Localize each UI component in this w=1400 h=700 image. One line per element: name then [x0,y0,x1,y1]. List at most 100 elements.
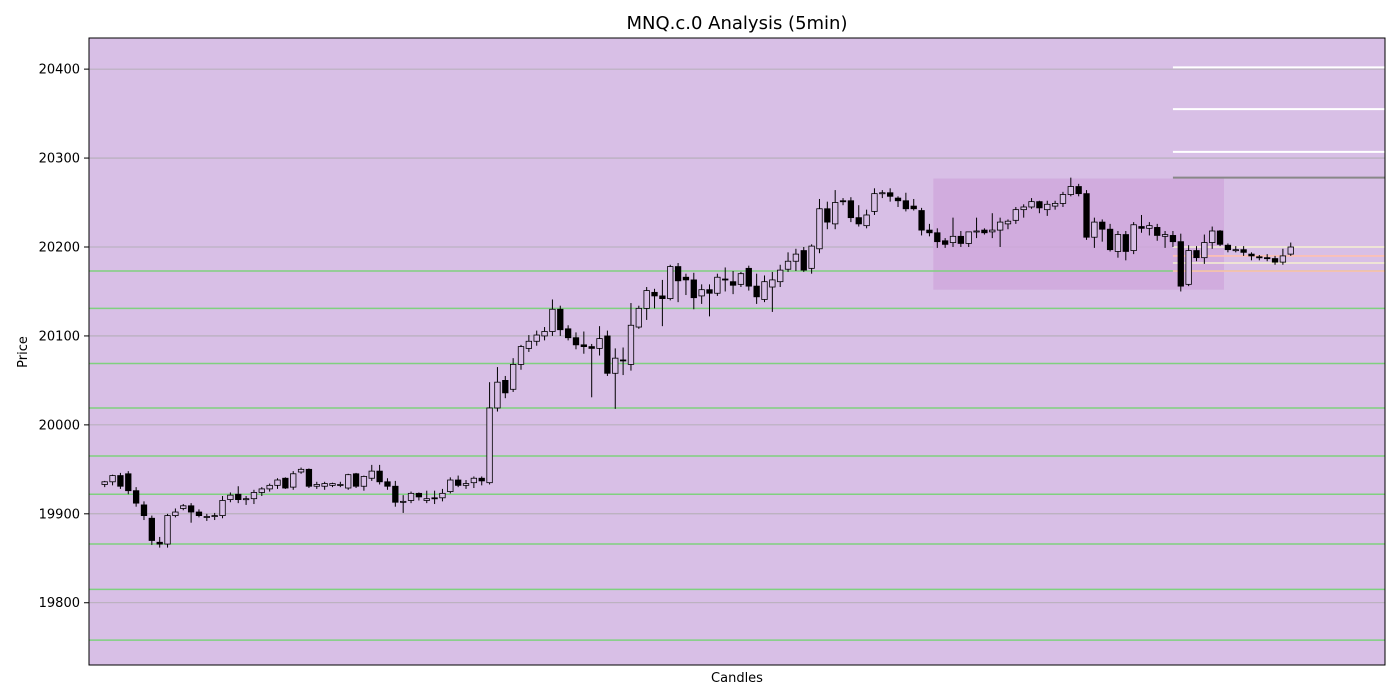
candle-body [1146,225,1153,229]
candle [1004,219,1012,230]
candle [777,264,784,288]
candle-body [777,269,784,283]
candle [832,190,839,230]
candle-body [455,479,462,486]
candle [1271,255,1279,265]
candle-body [926,229,933,234]
candle-body [517,346,525,365]
candle [667,264,674,301]
candle [1059,191,1067,207]
candle [894,196,902,207]
candle [1067,177,1074,197]
candle [1028,198,1035,209]
candle-body [258,488,265,493]
candle-body [345,474,352,489]
candle-body [1224,244,1232,251]
plot-content [89,66,1385,641]
candle [235,486,242,504]
y-tick-label: 20300 [39,152,80,167]
y-tick-label: 20100 [39,329,80,344]
candle [329,482,336,488]
candle [674,263,682,303]
candle [627,303,635,371]
candle-body [792,253,800,262]
candle-body [902,200,910,210]
candle [180,504,187,511]
candle-body [227,494,234,500]
candle [965,231,972,247]
candle-body [1216,230,1224,245]
candle-body [855,217,862,225]
candle-body [132,490,140,504]
candle-body [290,473,297,488]
candle [1091,217,1098,248]
candle-body [863,214,870,227]
candle [1193,246,1200,262]
candle [195,509,203,518]
candle-body [525,340,533,349]
candle-body [431,497,438,500]
candle-body [1036,201,1043,209]
candle [871,188,878,215]
candle [557,305,564,336]
candle [800,247,807,272]
candle-body [761,281,768,300]
candle [1146,222,1153,236]
candle-body [824,208,831,223]
candle [313,481,320,489]
candle [643,287,650,320]
candle-body [580,344,587,348]
candle-body [172,511,179,516]
candle-body [423,498,430,501]
candle-body [879,192,886,195]
candle [101,480,108,488]
candle-body [266,484,273,490]
chart-title: MNQ.c.0 Analysis (5min) [626,13,847,34]
candle-body [1240,249,1247,253]
candle [431,490,438,505]
candle-body [462,483,470,486]
candle-body [1051,203,1059,207]
candle [1161,230,1169,248]
candle [1216,230,1224,247]
candle [305,468,313,489]
candle [156,536,163,548]
candle-body [1154,227,1161,236]
candle-body [360,476,368,487]
candle-body [187,505,195,513]
candle [619,347,627,376]
candle [855,205,862,227]
candle-body [1106,228,1114,251]
candle [769,271,776,312]
candle-body [1161,234,1169,237]
candle [376,464,383,485]
y-tick-label: 20200 [39,241,80,256]
candle [737,271,745,288]
candle-body [667,266,674,299]
candle-body [722,278,729,281]
candle-body [180,505,187,509]
candle-body [101,481,108,485]
candle [109,474,116,486]
candle [1083,190,1090,240]
candle [1099,219,1106,242]
candle [902,192,910,212]
candle [887,188,894,202]
candle [447,477,454,494]
candle-body [737,273,745,285]
candle-body [219,500,226,516]
candle [517,344,525,370]
candle-body [769,279,776,288]
candle-body [470,477,478,484]
candle-body [596,338,603,349]
candle-body [1059,194,1067,204]
candle [219,496,226,519]
candle-body [203,516,210,518]
candle-body [1012,209,1019,221]
candle-body [109,475,116,483]
candle-body [1091,221,1098,238]
candle [525,335,533,352]
candle [722,267,729,292]
candle [863,209,870,229]
candle [203,513,210,521]
